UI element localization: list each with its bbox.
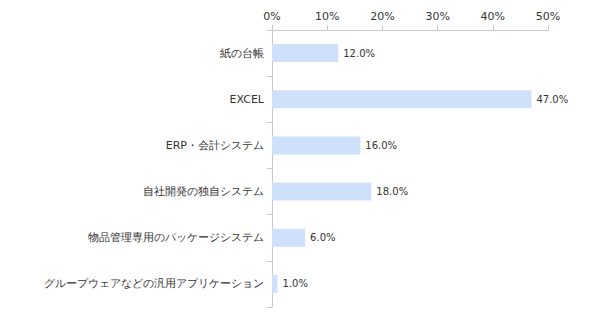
svg-text:自社開発の独自システム: 自社開発の独自システム bbox=[143, 185, 264, 198]
svg-text:16.0%: 16.0% bbox=[365, 140, 397, 151]
svg-text:50%: 50% bbox=[536, 10, 560, 23]
svg-text:12.0%: 12.0% bbox=[343, 48, 375, 59]
svg-text:0%: 0% bbox=[263, 10, 280, 23]
svg-text:30%: 30% bbox=[425, 10, 449, 23]
svg-text:47.0%: 47.0% bbox=[536, 94, 568, 105]
svg-text:40%: 40% bbox=[481, 10, 505, 23]
svg-text:EXCEL: EXCEL bbox=[230, 93, 265, 106]
svg-text:紙の台帳: 紙の台帳 bbox=[220, 47, 264, 60]
svg-text:6.0%: 6.0% bbox=[310, 232, 335, 243]
svg-text:18.0%: 18.0% bbox=[376, 186, 408, 197]
svg-text:1.0%: 1.0% bbox=[283, 278, 308, 289]
svg-text:20%: 20% bbox=[370, 10, 394, 23]
svg-text:ERP・会計システム: ERP・会計システム bbox=[166, 139, 264, 152]
svg-text:10%: 10% bbox=[315, 10, 339, 23]
svg-text:物品管理専用のパッケージシステム: 物品管理専用のパッケージシステム bbox=[88, 231, 264, 244]
svg-text:グループウェアなどの汎用アプリケーション: グループウェアなどの汎用アプリケーション bbox=[44, 277, 264, 290]
